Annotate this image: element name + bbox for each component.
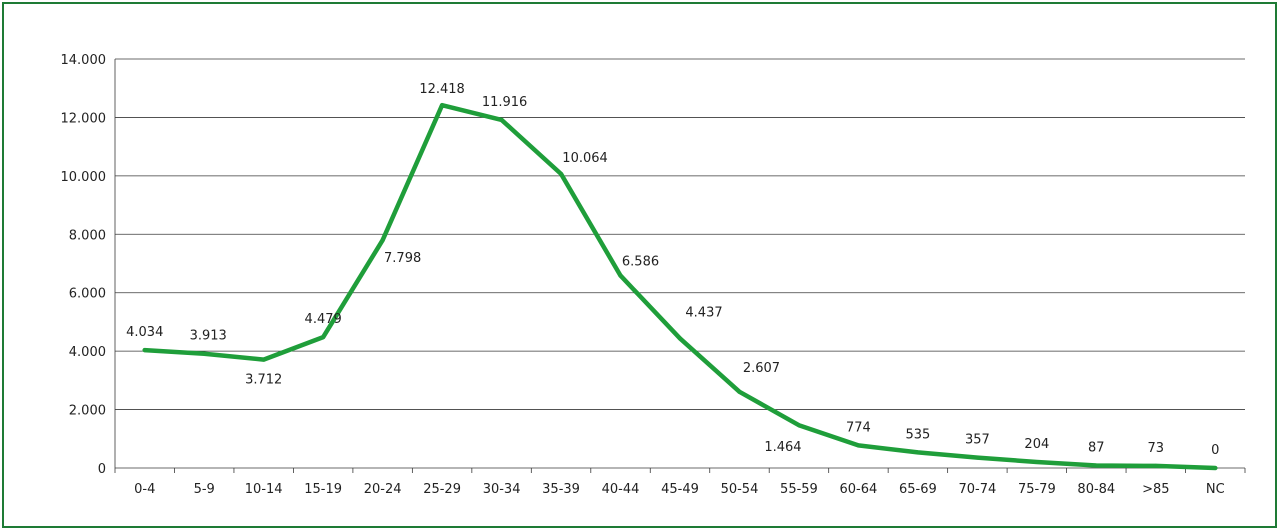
data-label: 2.607 bbox=[743, 361, 780, 376]
data-point bbox=[856, 443, 861, 448]
x-tick-label: 20-24 bbox=[364, 482, 402, 497]
data-point bbox=[321, 335, 326, 340]
x-tick-label: 25-29 bbox=[423, 482, 461, 497]
data-point bbox=[261, 357, 266, 362]
data-point bbox=[796, 423, 801, 428]
data-label: 4.034 bbox=[126, 325, 163, 340]
y-tick-label: 8.000 bbox=[69, 228, 106, 243]
y-tick-label: 12.000 bbox=[61, 111, 107, 126]
data-label: 73 bbox=[1148, 441, 1165, 456]
data-label: 204 bbox=[1024, 437, 1049, 452]
data-label: 1.464 bbox=[764, 440, 801, 455]
data-label: 87 bbox=[1088, 440, 1105, 455]
x-tick-label: 45-49 bbox=[661, 482, 699, 497]
data-label: 12.418 bbox=[419, 82, 465, 97]
x-tick-label: 40-44 bbox=[602, 482, 640, 497]
x-tick-label: >85 bbox=[1142, 482, 1169, 497]
x-axis: 0-4 5-9 10-14 15-19 20-24 25-29 30-34 35-39 40-4… bbox=[114, 467, 1246, 497]
data-label: 4.437 bbox=[685, 305, 722, 320]
data-label: 4.479 bbox=[305, 312, 342, 327]
data-label: 0 bbox=[1211, 443, 1219, 458]
series-group bbox=[142, 102, 1218, 471]
data-point bbox=[142, 348, 147, 353]
data-label: 6.586 bbox=[622, 255, 659, 270]
data-label: 535 bbox=[905, 427, 930, 442]
y-tick-label: 0 bbox=[98, 462, 106, 477]
data-label: 3.913 bbox=[190, 329, 227, 344]
data-label: 774 bbox=[846, 420, 871, 435]
data-point bbox=[440, 103, 445, 108]
data-point bbox=[499, 117, 504, 122]
data-point bbox=[559, 171, 564, 176]
y-tick-label: 14.000 bbox=[61, 53, 107, 68]
x-tick-label: 35-39 bbox=[542, 482, 580, 497]
data-label: 11.916 bbox=[482, 95, 528, 110]
y-tick-label: 10.000 bbox=[61, 170, 107, 185]
y-tick-label: 2.000 bbox=[69, 404, 106, 419]
data-point bbox=[202, 351, 207, 356]
data-point bbox=[1153, 463, 1158, 468]
data-label: 3.712 bbox=[245, 373, 282, 388]
data-label: 10.064 bbox=[562, 151, 608, 166]
y-tick-label: 6.000 bbox=[69, 287, 106, 302]
x-tick-label: 5-9 bbox=[194, 482, 215, 497]
x-tick-label: 60-64 bbox=[840, 482, 878, 497]
series-line bbox=[142, 102, 1218, 471]
data-point bbox=[380, 238, 385, 243]
data-point bbox=[1094, 463, 1099, 468]
x-tick-label: 70-74 bbox=[958, 482, 996, 497]
y-tick-label: 4.000 bbox=[69, 345, 106, 360]
data-point bbox=[737, 389, 742, 394]
gridlines bbox=[115, 58, 1245, 410]
x-tick-label: 55-59 bbox=[780, 482, 818, 497]
data-labels: 4.034 3.913 3.712 4.479 7.798 12.418 11.916 10.… bbox=[126, 82, 1219, 458]
data-point bbox=[1213, 466, 1218, 470]
x-tick-label: 75-79 bbox=[1018, 482, 1056, 497]
data-point bbox=[915, 450, 920, 455]
x-tick-label: NC bbox=[1206, 482, 1225, 497]
data-point bbox=[1034, 460, 1039, 465]
data-point bbox=[975, 455, 980, 460]
x-tick-label: 0-4 bbox=[134, 482, 155, 497]
x-tick-label: 80-84 bbox=[1077, 482, 1115, 497]
x-tick-label: 30-34 bbox=[483, 482, 521, 497]
x-tick-label: 50-54 bbox=[721, 482, 759, 497]
x-tick-label: 65-69 bbox=[899, 482, 937, 497]
data-label: 7.798 bbox=[384, 251, 421, 266]
y-axis: 0 2.000 4.000 6.000 8.000 10.000 12.000 14.000 bbox=[61, 53, 116, 477]
data-label: 357 bbox=[965, 433, 990, 448]
x-tick-label: 10-14 bbox=[245, 482, 283, 497]
x-tick-label: 15-19 bbox=[304, 482, 342, 497]
data-point bbox=[678, 336, 682, 341]
data-point bbox=[618, 273, 623, 278]
